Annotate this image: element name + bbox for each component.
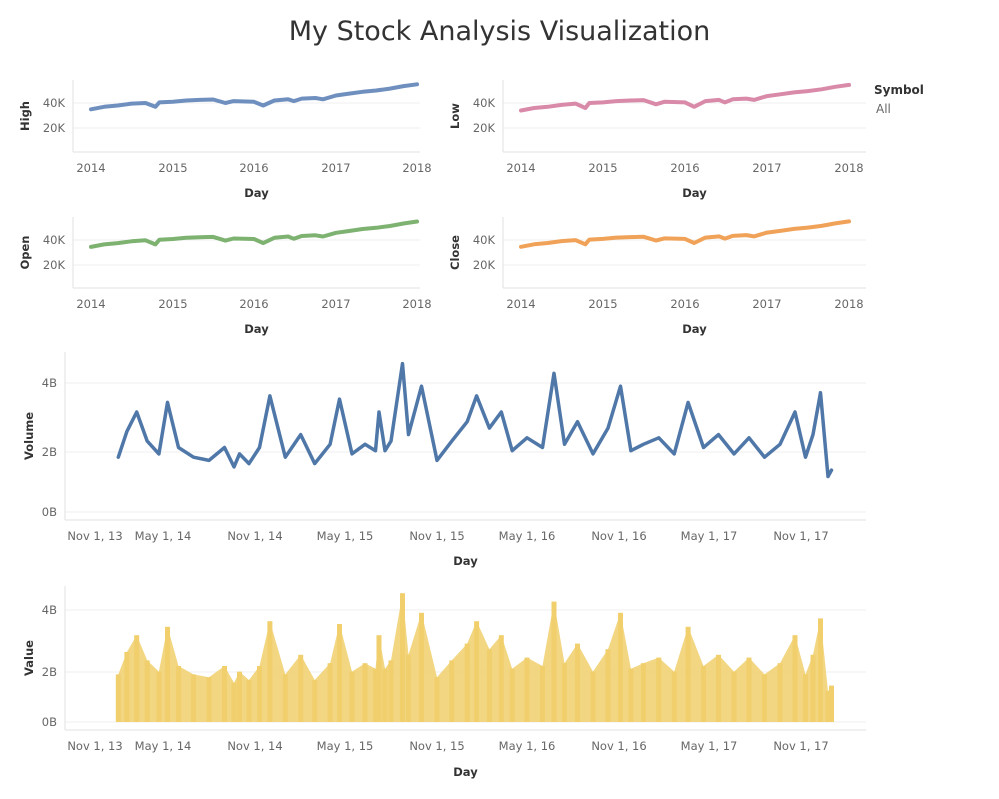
- series-line-low[interactable]: [519, 82, 851, 113]
- x-tick-label: May 1, 15: [317, 529, 374, 543]
- dashboard-title: My Stock Analysis Visualization: [288, 16, 711, 47]
- x-axis-title: Day: [244, 186, 269, 200]
- series-line-close[interactable]: [519, 219, 851, 249]
- y-tick-label: 40K: [473, 96, 496, 110]
- x-tick-label: 2017: [321, 297, 350, 311]
- x-tick-label: Nov 1, 15: [409, 739, 464, 753]
- x-tick-label: 2014: [506, 161, 535, 175]
- x-tick-label: 2017: [752, 297, 781, 311]
- y-axis-title: Volume: [22, 412, 36, 460]
- y-tick-label: 40K: [43, 96, 66, 110]
- x-axis-title: Day: [453, 765, 478, 779]
- x-tick-label: 2014: [76, 161, 105, 175]
- x-tick-label: 2014: [76, 297, 105, 311]
- x-tick-label: May 1, 14: [135, 529, 192, 543]
- x-tick-label: May 1, 16: [499, 739, 556, 753]
- y-tick-label: 4B: [42, 376, 57, 390]
- x-tick-label: 2018: [402, 297, 431, 311]
- x-tick-label: 2017: [321, 161, 350, 175]
- y-axis-title: Value: [22, 640, 36, 676]
- legend-title: Symbol: [874, 83, 924, 97]
- y-tick-label: 4B: [42, 603, 57, 617]
- x-tick-label: May 1, 17: [681, 739, 738, 753]
- y-axis-title: Open: [18, 236, 32, 270]
- chart-volume[interactable]: 0B 2B 4B Nov 1, 13 May 1, 14 Nov 1, 14 May 1, …: [22, 352, 866, 568]
- x-tick-label: Nov 1, 17: [773, 739, 828, 753]
- y-axis-title: High: [18, 101, 32, 131]
- y-tick-label: 2B: [42, 445, 57, 459]
- x-tick-label: May 1, 17: [681, 529, 738, 543]
- legend-item-all[interactable]: All: [876, 102, 891, 116]
- x-tick-label: Nov 1, 16: [591, 529, 646, 543]
- x-tick-label: 2015: [158, 297, 187, 311]
- x-tick-label: 2015: [588, 297, 617, 311]
- y-tick-label: 0B: [42, 715, 57, 729]
- series-line-open[interactable]: [89, 219, 419, 249]
- y-tick-label: 20K: [43, 258, 66, 272]
- y-tick-label: 40K: [43, 233, 66, 247]
- x-axis-title: Day: [453, 554, 478, 568]
- y-tick-label: 0B: [42, 505, 57, 519]
- x-tick-label: 2018: [834, 161, 863, 175]
- x-tick-label: 2016: [239, 161, 268, 175]
- series-line-volume[interactable]: [116, 361, 834, 479]
- series-line-high[interactable]: [89, 82, 419, 112]
- x-tick-label: May 1, 14: [135, 739, 192, 753]
- x-axis-title: Day: [682, 322, 707, 336]
- y-tick-label: 20K: [473, 121, 496, 135]
- x-tick-label: 2015: [158, 161, 187, 175]
- x-tick-label: Nov 1, 15: [409, 529, 464, 543]
- x-tick-label: Nov 1, 14: [227, 739, 282, 753]
- y-axis-title: Close: [448, 235, 462, 270]
- x-tick-label: 2016: [239, 297, 268, 311]
- y-axis-title: Low: [448, 103, 462, 129]
- y-tick-label: 20K: [43, 121, 66, 135]
- x-tick-label: May 1, 15: [317, 739, 374, 753]
- chart-open[interactable]: 20K 40K 2014 2015 2016 2017 2018 Day Open: [18, 217, 432, 336]
- x-axis-title: Day: [682, 186, 707, 200]
- x-tick-label: Nov 1, 16: [591, 739, 646, 753]
- x-tick-label: 2016: [670, 161, 699, 175]
- x-tick-label: 2014: [506, 297, 535, 311]
- x-tick-label: 2016: [670, 297, 699, 311]
- x-tick-label: 2015: [588, 161, 617, 175]
- x-tick-label: Nov 1, 17: [773, 529, 828, 543]
- x-tick-label: 2017: [752, 161, 781, 175]
- x-tick-label: May 1, 16: [499, 529, 556, 543]
- x-tick-label: Nov 1, 13: [67, 529, 122, 543]
- x-tick-label: Nov 1, 13: [67, 739, 122, 753]
- y-tick-label: 2B: [42, 665, 57, 679]
- chart-value[interactable]: 0B 2B 4B Nov 1, 13 May 1, 14 Nov 1, 14 May 1, …: [22, 586, 866, 779]
- x-tick-label: 2018: [402, 161, 431, 175]
- y-tick-label: 20K: [473, 258, 496, 272]
- x-tick-label: 2018: [834, 297, 863, 311]
- bar-fill-area: [118, 593, 832, 722]
- x-axis-title: Day: [244, 322, 269, 336]
- symbol-legend[interactable]: Symbol All: [874, 83, 924, 116]
- x-tick-label: Nov 1, 14: [227, 529, 282, 543]
- chart-close[interactable]: 20K 40K 2014 2015 2016 2017 2018 Day Close: [448, 217, 866, 336]
- chart-high[interactable]: 20K 40K 2014 2015 2016 2017 2018 Day High: [18, 80, 432, 200]
- chart-low[interactable]: 20K 40K 2014 2015 2016 2017 2018 Day Low: [448, 80, 866, 200]
- y-tick-label: 40K: [473, 233, 496, 247]
